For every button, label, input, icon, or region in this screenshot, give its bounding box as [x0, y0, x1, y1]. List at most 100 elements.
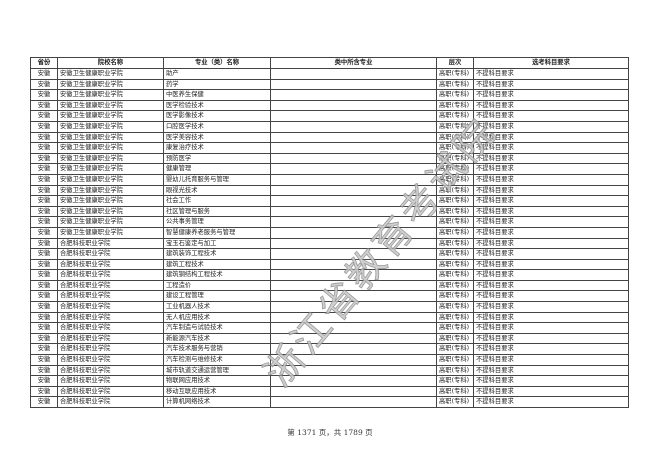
table-cell: 不提科目要求: [473, 385, 629, 398]
table-cell: 物联网应用技术: [163, 375, 271, 387]
table-cell: 医学检验技术: [163, 99, 271, 112]
table-row: 安徽 合肥科技职业学院 建筑装饰工程技术 高职(专科) 不提科目要求: [30, 248, 629, 260]
table-cell: 不提科目要求: [473, 142, 629, 154]
table-cell: [270, 375, 437, 387]
table-cell: 高职(专科): [436, 195, 474, 207]
table-cell: 高职(专科): [436, 279, 474, 292]
table-row: 安徽 安徽卫生健康职业学院 健康管理 高职(专科) 不提科目要求: [30, 163, 629, 175]
table-row: 安徽 合肥科技职业学院 汽车技术服务与营销 高职(专科) 不提科目要求: [30, 343, 629, 356]
table-cell: 高职(专科): [436, 354, 474, 366]
table-row: 安徽 安徽卫生健康职业学院 公共事务管理 高职(专科) 不提科目要求: [30, 216, 629, 228]
table-cell: 高职(专科): [436, 248, 474, 260]
table-cell: 医学影像技术: [163, 110, 271, 122]
table-cell: 安徽: [30, 248, 58, 260]
table-cell: 安徽卫生健康职业学院: [57, 216, 164, 228]
table-cell: 不提科目要求: [473, 354, 629, 366]
table-cell: 高职(专科): [436, 396, 474, 408]
table-cell: [270, 68, 437, 80]
table-cell: [270, 110, 437, 122]
table-cell: 安徽卫生健康职业学院: [57, 68, 164, 80]
table-row: 安徽 安徽卫生健康职业学院 社区管理与服务 高职(专科) 不提科目要求: [30, 205, 629, 218]
table-row: 安徽 安徽卫生健康职业学院 婴幼儿托育服务与管理 高职(专科) 不提科目要求: [30, 173, 629, 186]
table-cell: 工业机器人技术: [163, 301, 271, 313]
table-cell: 合肥科技职业学院: [57, 269, 164, 281]
column-header: 省份: [30, 57, 58, 69]
table-cell: 安徽: [30, 68, 58, 80]
table-cell: 安徽: [30, 311, 58, 324]
table-cell: 安徽卫生健康职业学院: [57, 195, 164, 207]
table-cell: [270, 364, 437, 377]
table-cell: 不提科目要求: [473, 152, 629, 165]
table-cell: 不提科目要求: [473, 396, 629, 408]
table-cell: 高职(专科): [436, 311, 474, 324]
table-cell: [270, 99, 437, 112]
table-cell: 助产: [163, 68, 271, 80]
table-cell: 高职(专科): [436, 163, 474, 175]
table-cell: 药学: [163, 78, 271, 91]
table-cell: 不提科目要求: [473, 375, 629, 387]
table-row: 安徽 合肥科技职业学院 新能源汽车技术 高职(专科) 不提科目要求: [30, 332, 629, 345]
table-cell: 合肥科技职业学院: [57, 290, 164, 303]
table-row: 安徽 安徽卫生健康职业学院 医学美容技术 高职(专科) 不提科目要求: [30, 131, 629, 144]
table-cell: 不提科目要求: [473, 173, 629, 186]
table-row: 安徽 合肥科技职业学院 工业机器人技术 高职(专科) 不提科目要求: [30, 301, 629, 313]
table-row: 安徽 合肥科技职业学院 建筑钢结构工程技术 高职(专科) 不提科目要求: [30, 269, 629, 281]
table-cell: 汽车制造与试验技术: [163, 322, 271, 334]
table-cell: [270, 248, 437, 260]
table-cell: 不提科目要求: [473, 184, 629, 197]
table-row: 安徽 安徽卫生健康职业学院 口腔医学技术 高职(专科) 不提科目要求: [30, 120, 629, 133]
table-cell: 医学美容技术: [163, 131, 271, 144]
table-cell: 不提科目要求: [473, 332, 629, 345]
column-header: 层次: [436, 57, 474, 69]
table-cell: 高职(专科): [436, 301, 474, 313]
table-cell: 眼视光技术: [163, 184, 271, 197]
table-row: 安徽 合肥科技职业学院 无人机应用技术 高职(专科) 不提科目要求: [30, 311, 629, 324]
table-cell: 合肥科技职业学院: [57, 279, 164, 292]
table-cell: [270, 322, 437, 334]
table-cell: 不提科目要求: [473, 343, 629, 356]
table-cell: 不提科目要求: [473, 322, 629, 334]
table-cell: 合肥科技职业学院: [57, 258, 164, 271]
table-cell: [270, 290, 437, 303]
table-row: 安徽 合肥科技职业学院 建设工程管理 高职(专科) 不提科目要求: [30, 290, 629, 303]
table-cell: 不提科目要求: [473, 68, 629, 80]
table-cell: [270, 343, 437, 356]
table-row: 安徽 合肥科技职业学院 计算机网络技术 高职(专科) 不提科目要求: [30, 396, 629, 408]
table-row: 安徽 安徽卫生健康职业学院 药学 高职(专科) 不提科目要求: [30, 78, 629, 91]
table-cell: 高职(专科): [436, 205, 474, 218]
table-cell: 无人机应用技术: [163, 311, 271, 324]
table-row: 安徽 合肥科技职业学院 物联网应用技术 高职(专科) 不提科目要求: [30, 375, 629, 387]
table-cell: 不提科目要求: [473, 110, 629, 122]
table-cell: 安徽: [30, 226, 58, 239]
table-cell: 高职(专科): [436, 364, 474, 377]
table-row: 安徽 合肥科技职业学院 建筑工程技术 高职(专科) 不提科目要求: [30, 258, 629, 271]
table-cell: 合肥科技职业学院: [57, 301, 164, 313]
table-cell: 社会工作: [163, 195, 271, 207]
table-row: 安徽 合肥科技职业学院 移动互联应用技术 高职(专科) 不提科目要求: [30, 385, 629, 398]
table-cell: 安徽: [30, 216, 58, 228]
table-cell: 安徽: [30, 184, 58, 197]
table-cell: 安徽: [30, 396, 58, 408]
page-footer: 第 1371 页，共 1789 页: [287, 428, 373, 437]
table-cell: 不提科目要求: [473, 195, 629, 207]
table-cell: 安徽: [30, 279, 58, 292]
table-cell: 安徽卫生健康职业学院: [57, 99, 164, 112]
table-cell: 高职(专科): [436, 385, 474, 398]
table-cell: 高职(专科): [436, 332, 474, 345]
table-cell: 安徽卫生健康职业学院: [57, 89, 164, 101]
table-cell: 高职(专科): [436, 216, 474, 228]
table-cell: 安徽: [30, 332, 58, 345]
table-header-row: 省份 院校名称 专业（类）名称 类中所含专业 层次 选考科目要求: [30, 57, 629, 69]
table-cell: 安徽: [30, 354, 58, 366]
table-cell: 不提科目要求: [473, 279, 629, 292]
table-cell: 安徽: [30, 301, 58, 313]
table-cell: 宝玉石鉴定与加工: [163, 237, 271, 250]
table-cell: 康复治疗技术: [163, 142, 271, 154]
table-cell: 不提科目要求: [473, 205, 629, 218]
table-row: 安徽 安徽卫生健康职业学院 医学检验技术 高职(专科) 不提科目要求: [30, 99, 629, 112]
table-cell: 安徽: [30, 163, 58, 175]
table-row: 安徽 安徽卫生健康职业学院 社会工作 高职(专科) 不提科目要求: [30, 195, 629, 207]
table-cell: [270, 78, 437, 91]
table-cell: 高职(专科): [436, 322, 474, 334]
table-cell: [270, 216, 437, 228]
